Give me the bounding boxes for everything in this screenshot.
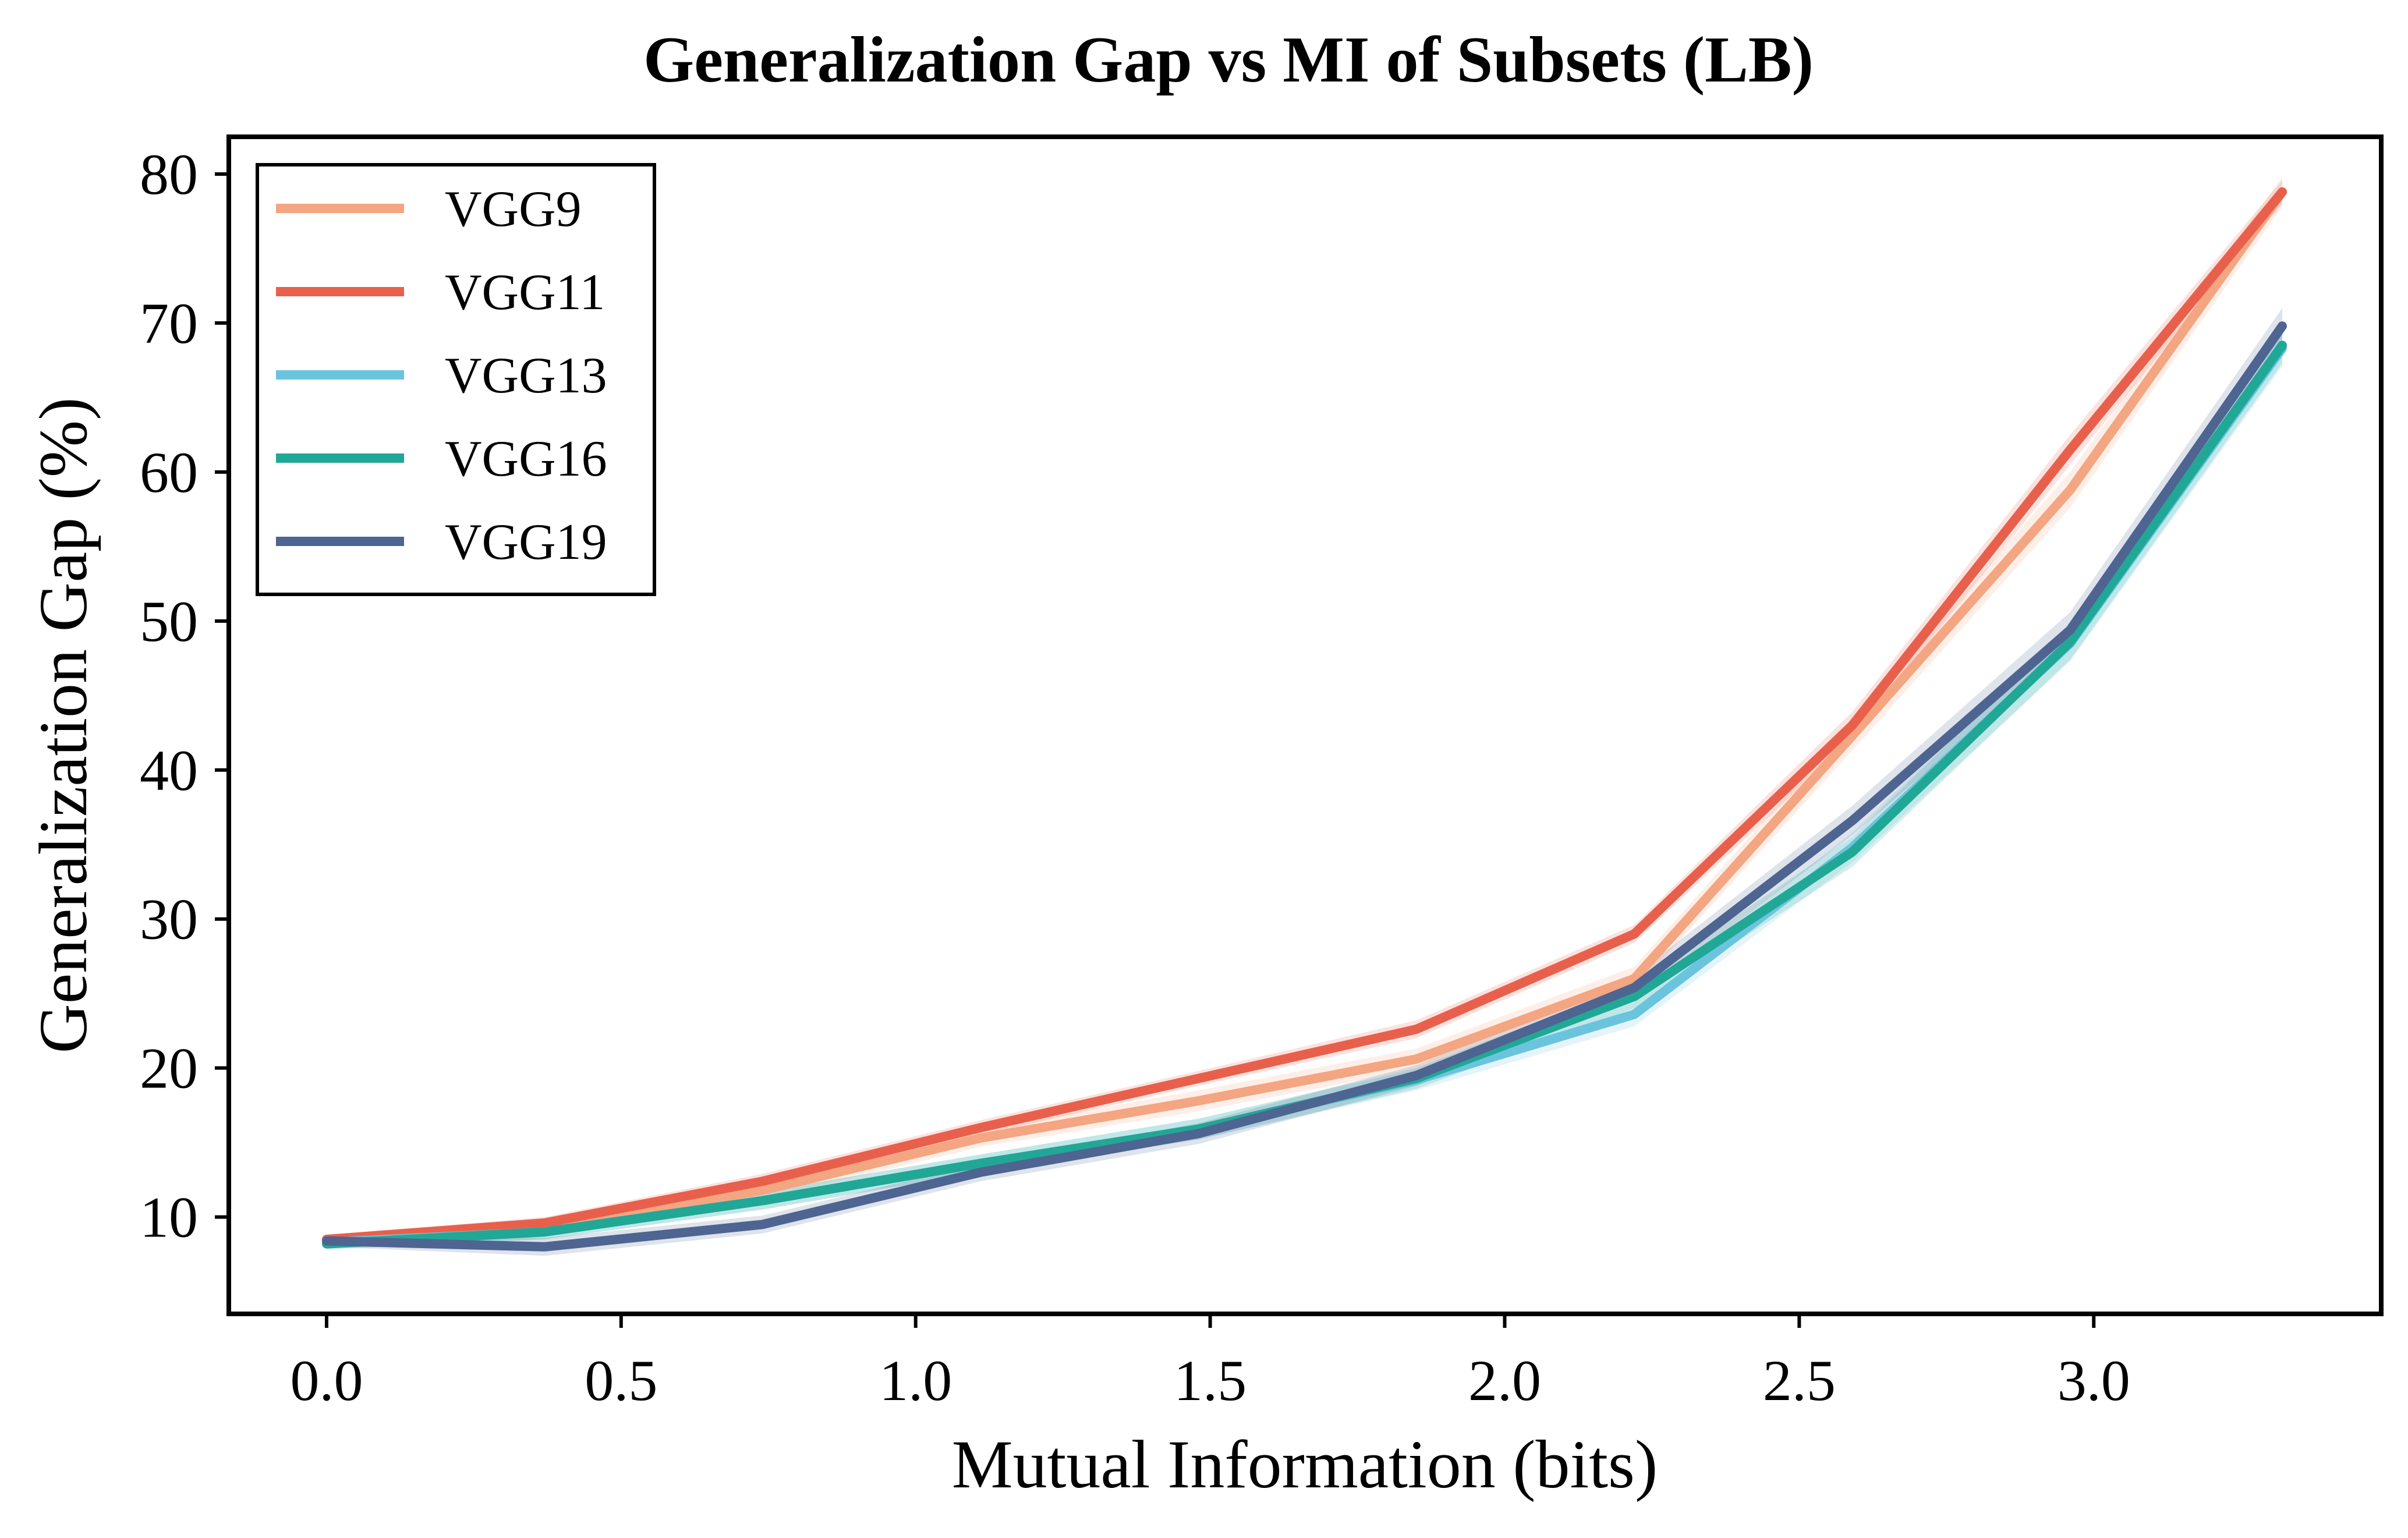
data-point-vgg16 [762,1200,764,1202]
data-point-vgg19 [2281,325,2283,327]
data-point-vgg11 [1633,933,1635,935]
y-tick-label: 30 [140,887,198,952]
data-point-vgg16 [1851,851,1853,853]
data-point-vgg16 [2069,641,2071,643]
x-tick-label: 3.0 [2058,1348,2130,1413]
data-point-vgg11 [1851,724,1853,727]
legend-label-vgg9: VGG9 [445,181,582,238]
data-point-vgg19 [1633,987,1635,989]
legend-label-vgg19: VGG19 [445,514,607,570]
data-point-vgg19 [979,1171,982,1174]
data-point-vgg9 [1851,735,1853,737]
data-point-vgg9 [1633,977,1635,980]
data-point-vgg11 [762,1180,764,1182]
y-axis: 10 20 30 40 50 60 70 80 [140,142,229,1250]
data-point-vgg9 [762,1189,764,1192]
y-tick-label: 20 [140,1036,198,1101]
y-tick-label: 70 [140,291,198,356]
x-tick-label: 0.0 [290,1348,363,1413]
data-point-vgg16 [2281,344,2283,346]
chart-title: Generalization Gap vs MI of Subsets (LB) [643,24,1814,96]
data-point-vgg19 [762,1223,764,1225]
data-point-vgg19 [1415,1075,1418,1077]
data-point-vgg19 [2069,629,2071,631]
y-tick-label: 60 [140,440,198,505]
data-point-vgg11 [543,1222,546,1224]
x-tick-label: 0.5 [585,1348,657,1413]
data-point-vgg16 [979,1163,982,1165]
data-point-vgg16 [1633,995,1635,998]
data-point-vgg19 [1851,820,1853,822]
data-point-vgg9 [979,1137,982,1139]
x-tick-label: 2.5 [1763,1348,1836,1413]
series-line-vgg9 [322,187,2287,1246]
legend-label-vgg11: VGG11 [445,264,605,321]
data-point-vgg13 [1633,1013,1635,1016]
x-tick-label: 2.0 [1468,1348,1541,1413]
data-point-vgg9 [2069,489,2071,491]
data-point-vgg11 [979,1126,982,1129]
data-point-vgg11 [2281,191,2283,193]
series-lines [322,187,2287,1252]
x-axis: 0.0 0.5 1.0 1.5 2.0 2.5 3.0 [290,1314,2130,1413]
y-tick-label: 10 [140,1185,198,1250]
data-point-vgg19 [325,1240,328,1242]
y-tick-label: 50 [140,589,198,654]
data-point-vgg16 [543,1231,546,1233]
legend-label-vgg16: VGG16 [445,431,607,487]
y-tick-label: 80 [140,142,198,207]
data-point-vgg11 [2069,449,2071,451]
plot-frame [226,134,2384,1316]
data-point-vgg19 [543,1246,546,1248]
data-point-vgg11 [1415,1028,1418,1030]
series-line-vgg11 [322,187,2287,1244]
y-tick-label: 40 [140,738,198,803]
y-axis-label: Generalization Gap (%) [25,398,101,1054]
x-axis-label: Mutual Information (bits) [952,1426,1658,1502]
x-tick-label: 1.5 [1174,1348,1247,1413]
data-point-vgg19 [1197,1132,1199,1135]
legend: VGG9 VGG11 VGG13 VGG16 VGG19 [256,163,656,596]
data-point-vgg9 [1197,1100,1199,1102]
data-point-vgg11 [1197,1078,1199,1080]
data-point-vgg9 [1415,1058,1418,1060]
x-tick-label: 1.0 [879,1348,952,1413]
legend-label-vgg13: VGG13 [445,348,607,404]
series-line-vgg19 [322,321,2287,1252]
